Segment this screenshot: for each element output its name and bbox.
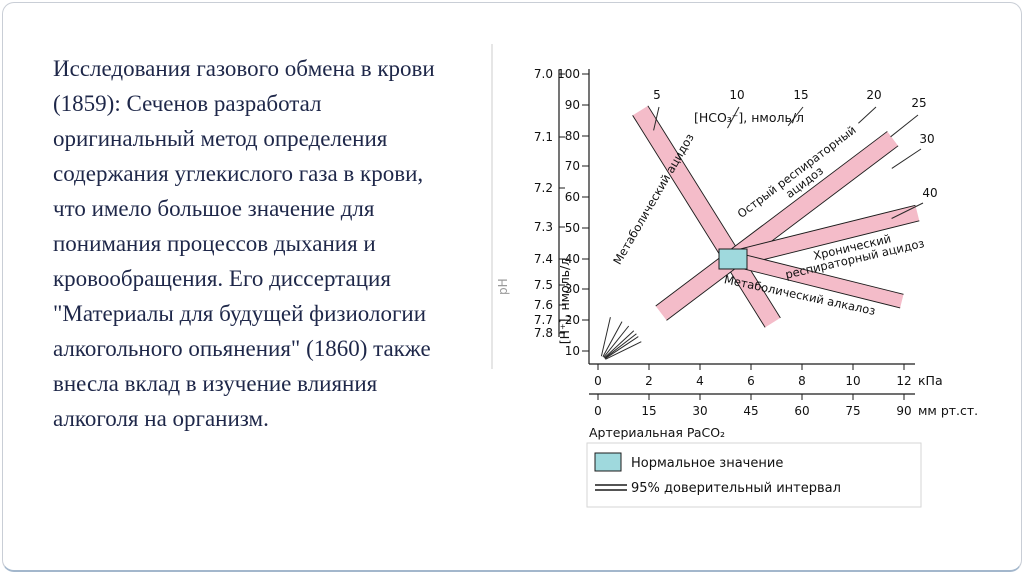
ph-tick-label: 7.2 xyxy=(534,181,553,195)
h-tick-label: 20 xyxy=(565,313,580,327)
mmhg-unit-label: мм рт.ст. xyxy=(918,403,978,418)
ph-tick-label: 7.1 xyxy=(534,130,553,144)
isopleth-label: 25 xyxy=(911,96,926,110)
kpa-tick-label: 8 xyxy=(798,374,806,388)
legend-double-line-icon xyxy=(595,484,627,491)
confidence-band xyxy=(632,105,781,328)
h-tick-label: 30 xyxy=(565,282,580,296)
isopleth-fan xyxy=(600,317,642,360)
h-tick-label: 90 xyxy=(565,98,580,112)
h-tick-label: 60 xyxy=(565,190,580,204)
ph-axis-ghost-label: pH xyxy=(496,278,510,295)
isopleth-label: 15 xyxy=(793,88,808,102)
confidence-band xyxy=(734,205,920,266)
mmhg-tick-label: 0 xyxy=(594,404,602,418)
ph-tick-label: 7.8 xyxy=(534,326,553,340)
band-acute-respiratory xyxy=(655,131,899,321)
legend-box xyxy=(586,442,922,508)
kpa-tick-label: 2 xyxy=(645,374,653,388)
isopleth-label: 10 xyxy=(729,88,744,102)
paco2-kpa-axis: 0 2 4 6 8 10 12 кПа xyxy=(589,363,943,388)
isopleth-labels: 5 10 15 20 25 30 40 [HCO₃⁻], нмоль/л xyxy=(653,88,937,200)
kpa-tick-label: 12 xyxy=(896,374,911,388)
isopleth-segments xyxy=(653,106,924,219)
legend-label-normal-value: Нормальное значение xyxy=(631,456,783,471)
h-tick-label: 50 xyxy=(565,221,580,235)
ph-tick-label: 7.5 xyxy=(534,278,553,292)
isopleth-label: 20 xyxy=(866,88,881,102)
legend-swatch-normal-value xyxy=(594,452,622,472)
mmhg-tick-label: 45 xyxy=(743,404,758,418)
ph-tick-label: 7.6 xyxy=(534,298,553,312)
hydrogen-axis-label: [H⁺], нмоль/л xyxy=(557,258,572,345)
confidence-band xyxy=(735,253,904,308)
kpa-unit-label: кПа xyxy=(918,373,943,388)
confidence-band xyxy=(655,131,899,321)
band-metabolic-alkalosis xyxy=(735,252,904,309)
ph-tick-label: 7.0 xyxy=(534,67,553,81)
kpa-tick-label: 10 xyxy=(845,374,860,388)
acid-base-chart-svg: pH xyxy=(491,44,978,508)
slide-body-text: Исследования газового обмена в крови (18… xyxy=(53,56,435,431)
h-tick-label: 80 xyxy=(565,129,580,143)
h-tick-label: 10 xyxy=(565,344,580,358)
kpa-tick-label: 4 xyxy=(696,374,704,388)
kpa-tick-label: 6 xyxy=(747,374,755,388)
band-metabolic xyxy=(632,105,781,328)
mmhg-tick-label: 15 xyxy=(641,404,656,418)
bicarbonate-axis-label: [HCO₃⁻], нмоль/л xyxy=(694,110,804,125)
paco2-mmhg-axis: 0 15 30 45 60 75 90 мм рт.ст. xyxy=(589,393,978,418)
chart-legend: Нормальное значение 95% доверительный ин… xyxy=(586,442,922,508)
ph-axis: 7.0 7.1 7.2 7.3 7.4 7.5 7.6 7.7 7.8 xyxy=(534,67,565,340)
isopleth-label: 5 xyxy=(653,88,661,102)
acid-base-chart: pH xyxy=(481,29,1024,557)
kpa-tick-label: 0 xyxy=(594,374,602,388)
ph-tick-label: 7.3 xyxy=(534,220,553,234)
mmhg-tick-label: 60 xyxy=(794,404,809,418)
hydrogen-axis: 100 90 80 70 60 50 40 30 20 10 [H⁺], нмо… xyxy=(557,67,590,364)
ph-tick-label: 7.7 xyxy=(534,313,553,327)
h-tick-label: 40 xyxy=(565,252,580,266)
h-tick-label: 100 xyxy=(557,67,580,81)
mmhg-tick-label: 90 xyxy=(896,404,911,418)
mmhg-tick-label: 75 xyxy=(845,404,860,418)
band-chronic-respiratory xyxy=(734,204,920,267)
normal-value-marker xyxy=(718,248,748,270)
isopleth-label: 40 xyxy=(922,186,937,200)
isopleth-label: 30 xyxy=(919,132,934,146)
zone-label-metabolic-acidosis: Метаболический ацидоз xyxy=(610,131,697,267)
paco2-axis-title: Артериальная PaCO₂ xyxy=(589,425,725,440)
ph-tick-label: 7.4 xyxy=(534,252,553,266)
mmhg-tick-label: 30 xyxy=(692,404,707,418)
legend-label-confidence-interval: 95% доверительный интервал xyxy=(631,481,841,496)
h-tick-label: 70 xyxy=(565,159,580,173)
